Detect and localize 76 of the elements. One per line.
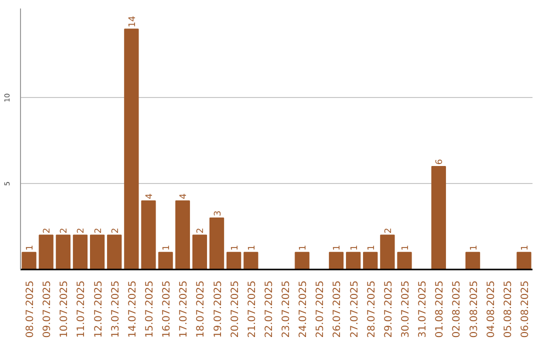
x-tick-label: 17.07.2025 (178, 280, 190, 338)
bar (328, 252, 344, 270)
x-tick-label: 02.08.2025 (452, 280, 463, 338)
data-label: 1 (520, 244, 530, 251)
x-tick-label: 31.07.2025 (418, 280, 429, 338)
bar (516, 252, 532, 270)
bar (192, 234, 208, 270)
bar (90, 234, 105, 270)
bar (209, 217, 224, 270)
data-label: 2 (196, 228, 206, 234)
data-label: 1 (350, 244, 360, 251)
bar (38, 234, 54, 270)
x-tick-label: 19.07.2025 (212, 280, 224, 338)
x-tick-label: 14.07.2025 (127, 280, 138, 338)
data-label: 2 (76, 228, 87, 234)
data-label: 6 (435, 158, 446, 165)
data-label: 14 (128, 16, 138, 28)
bar (346, 252, 361, 270)
x-tick-label: 11.07.2025 (76, 280, 88, 338)
x-tick-label: 21.07.2025 (246, 280, 258, 338)
data-label: 4 (179, 193, 190, 200)
data-label: 3 (213, 210, 224, 216)
data-label: 2 (42, 228, 53, 234)
data-label: 1 (247, 244, 258, 251)
bar (294, 252, 310, 270)
data-label: 2 (110, 228, 121, 234)
x-tick-label: 30.07.2025 (400, 280, 412, 338)
bar (22, 252, 36, 270)
bar (363, 252, 378, 270)
data-label: 1 (298, 244, 309, 251)
x-tick-label: 28.07.2025 (366, 280, 378, 338)
bar (465, 252, 480, 270)
data-label: 2 (94, 228, 104, 234)
data-label: 2 (384, 228, 394, 234)
bar (124, 28, 139, 270)
x-tick-label: 12.07.2025 (93, 280, 104, 338)
x-tick-label: 25.07.2025 (315, 280, 326, 338)
bar (158, 252, 173, 270)
data-label: 1 (366, 244, 377, 251)
bar (431, 166, 446, 270)
bar (226, 252, 242, 270)
data-label: 1 (469, 244, 480, 251)
x-tick-label: 22.07.2025 (264, 280, 275, 338)
data-label: 4 (145, 193, 155, 200)
bar (244, 252, 258, 270)
data-label: 2 (60, 228, 70, 234)
x-tick-label: 13.07.2025 (110, 280, 122, 338)
x-tick-label: 04.08.2025 (486, 280, 497, 338)
x-tick-label: 06.08.2025 (520, 280, 531, 338)
x-tick-label: 09.07.2025 (42, 280, 54, 338)
x-tick-label: 15.07.2025 (144, 280, 156, 338)
bar (380, 234, 395, 270)
x-tick-label: 16.07.2025 (162, 280, 173, 338)
x-tick-label: 08.07.2025 (25, 280, 36, 338)
x-tick-label: 18.07.2025 (196, 280, 207, 338)
bar (56, 234, 70, 270)
x-tick-label: 27.07.2025 (349, 280, 360, 338)
x-tick-label: 05.08.2025 (502, 280, 514, 338)
x-tick-label: 01.08.2025 (434, 280, 446, 338)
data-label: 1 (26, 244, 36, 251)
data-label: 1 (162, 244, 172, 251)
x-tick-label: 26.07.2025 (332, 280, 344, 338)
bar (141, 200, 156, 270)
x-tick-label: 23.07.2025 (281, 280, 292, 338)
bar (397, 252, 412, 270)
data-label: 1 (401, 244, 411, 251)
x-tick-label: 24.07.2025 (298, 280, 310, 338)
bar (175, 200, 190, 270)
x-tick-label: 29.07.2025 (383, 280, 394, 338)
bar (107, 234, 122, 270)
x-tick-label: 10.07.2025 (59, 280, 70, 338)
x-tick-label: 20.07.2025 (230, 280, 241, 338)
data-label: 1 (230, 244, 240, 251)
x-tick-label: 03.08.2025 (468, 280, 480, 338)
data-label: 1 (332, 244, 343, 251)
bar (72, 234, 88, 270)
